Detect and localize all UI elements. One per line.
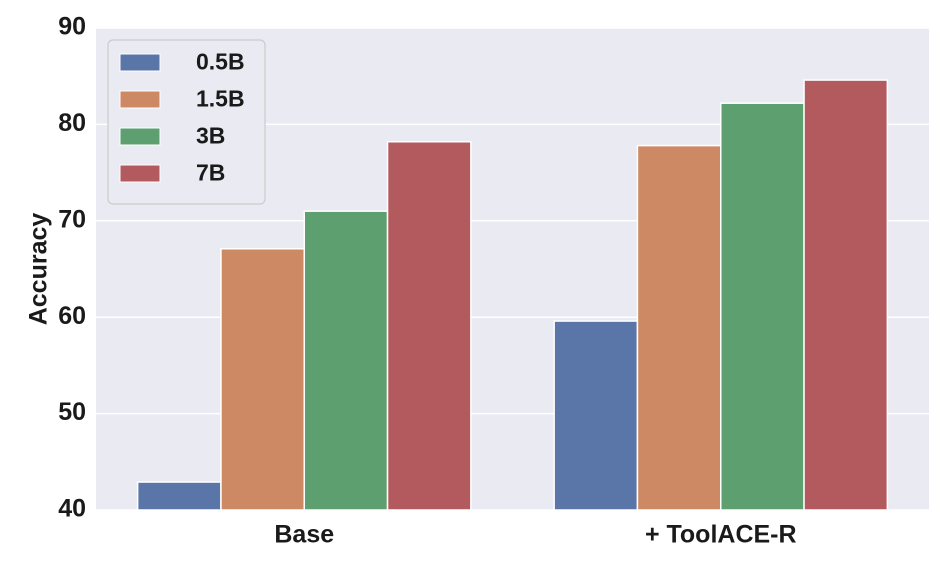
legend-swatch — [119, 53, 161, 72]
y-tick-label: 80 — [58, 109, 86, 137]
y-tick-label: 70 — [58, 205, 86, 233]
x-category-label: + ToolACE-R — [645, 521, 797, 549]
legend-label: 3B — [196, 123, 225, 149]
y-tick-label: 90 — [58, 13, 86, 41]
bar-7b-0 — [386, 141, 472, 511]
legend-box — [107, 39, 266, 205]
legend-label: 7B — [196, 160, 225, 186]
legend-label: 0.5B — [196, 49, 245, 75]
y-axis-label: Accuracy — [25, 213, 53, 326]
bar-05b-1 — [553, 320, 639, 511]
bar-7b-1 — [803, 79, 889, 511]
bar-15b-1 — [636, 144, 722, 511]
y-axis-ticks: 40 50 60 70 80 90 — [58, 13, 86, 523]
legend-swatch — [119, 164, 161, 183]
y-tick-label: 50 — [58, 398, 86, 426]
legend-swatch — [119, 90, 161, 109]
bar-05b-0 — [136, 481, 222, 511]
bar-15b-0 — [220, 248, 305, 511]
bar-3b-0 — [303, 210, 389, 511]
x-category-label: Base — [274, 521, 334, 549]
bars — [136, 79, 889, 511]
legend-swatch — [119, 127, 161, 146]
legend-label: 1.5B — [196, 86, 245, 112]
bar-3b-1 — [720, 102, 805, 511]
x-axis-categories: Base + ToolACE-R — [274, 521, 796, 549]
y-tick-label: 60 — [58, 302, 86, 330]
y-tick-label: 40 — [58, 495, 86, 523]
legend: 0.5B 1.5B 3B 7B — [107, 39, 266, 205]
